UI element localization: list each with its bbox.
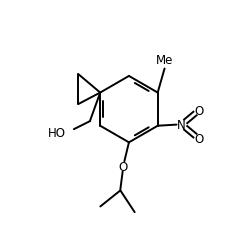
- Text: Me: Me: [156, 53, 173, 66]
- Text: O: O: [119, 160, 128, 173]
- Text: O: O: [194, 133, 204, 146]
- Text: N: N: [177, 119, 186, 131]
- Text: HO: HO: [48, 126, 66, 140]
- Text: O: O: [194, 104, 204, 117]
